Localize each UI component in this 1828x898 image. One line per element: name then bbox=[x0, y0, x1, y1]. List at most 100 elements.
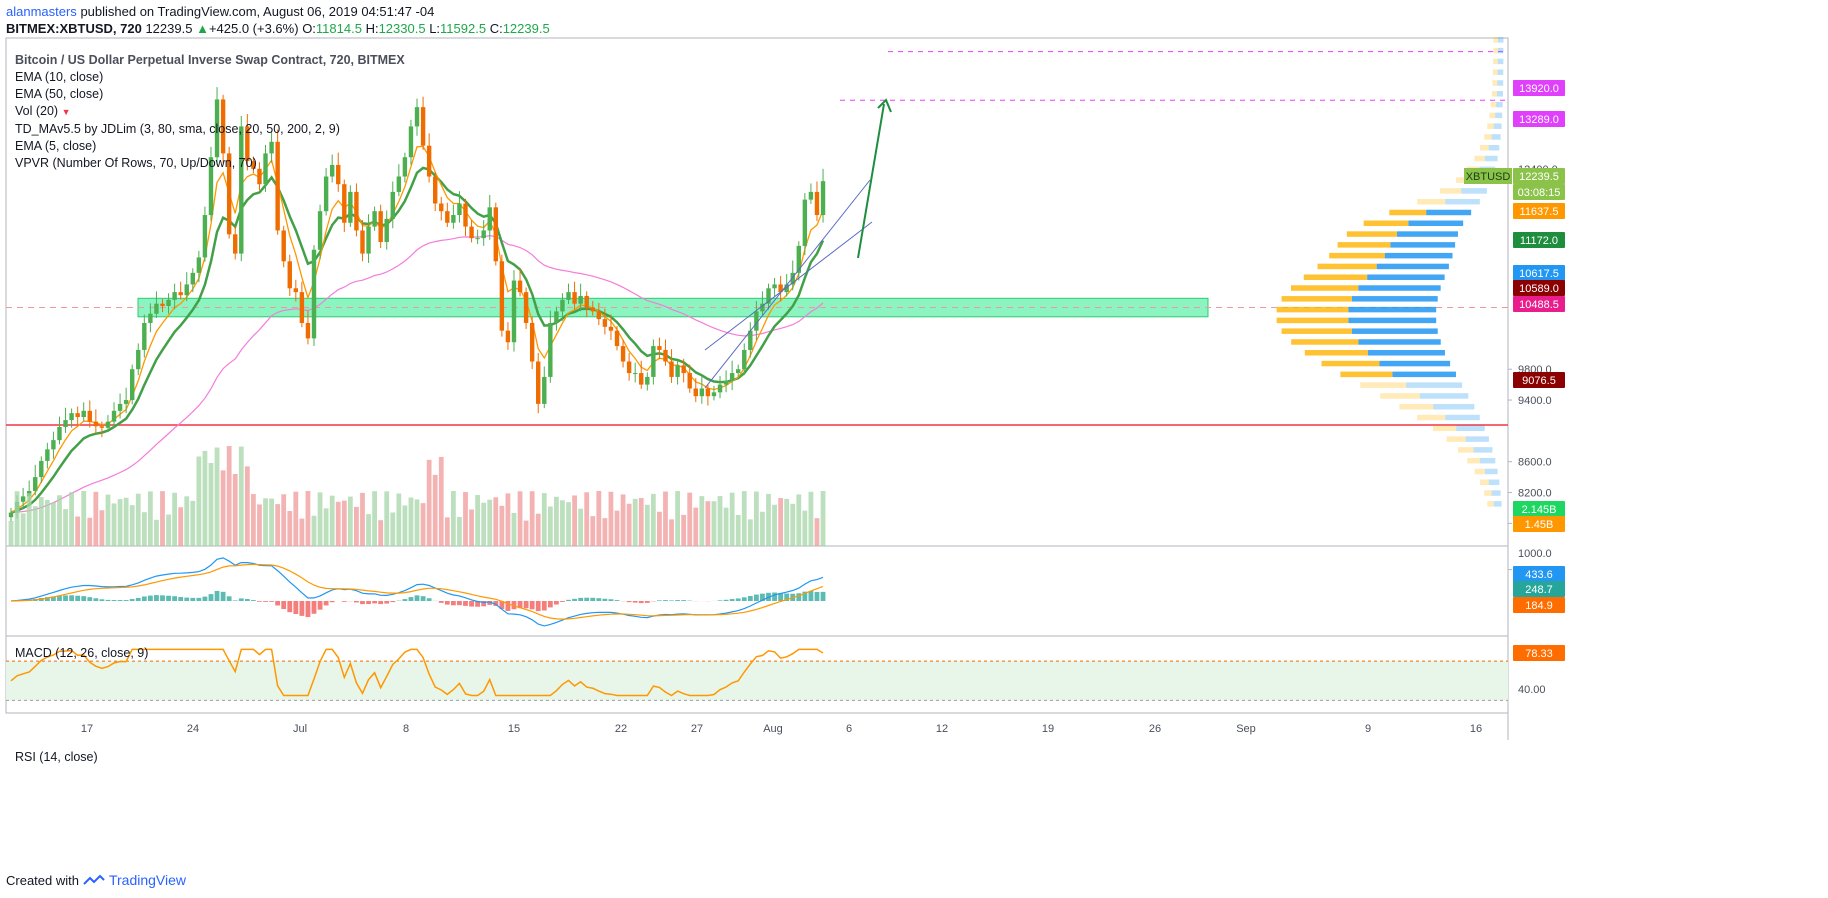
volume-bar bbox=[541, 493, 547, 546]
legend-ema50[interactable]: EMA (50, close) bbox=[15, 87, 104, 101]
volume-bar bbox=[505, 493, 511, 546]
macd-hist-bar bbox=[541, 601, 547, 611]
published-text: published on TradingView.com, August 06,… bbox=[80, 4, 435, 19]
candle-body bbox=[166, 299, 171, 307]
candle-body bbox=[251, 161, 256, 169]
volume-bar bbox=[444, 517, 450, 546]
vpvr-profile bbox=[1276, 37, 1504, 507]
candle-body bbox=[596, 311, 602, 320]
vpvr-bar-up bbox=[1392, 371, 1456, 378]
candle-body bbox=[384, 218, 389, 243]
candle-body bbox=[578, 295, 583, 304]
volume-bar bbox=[481, 502, 487, 546]
macd-hist-bar bbox=[275, 601, 281, 606]
volume-bar bbox=[135, 493, 141, 546]
candle-body bbox=[160, 303, 165, 307]
volume-bar bbox=[51, 502, 56, 546]
volume-bar bbox=[584, 492, 590, 546]
volume-bar bbox=[329, 495, 335, 546]
legend-vol[interactable]: Vol (20) bbox=[15, 104, 59, 118]
collapse-arrow-icon[interactable]: ▼ bbox=[61, 107, 71, 117]
volume-bar bbox=[475, 495, 481, 546]
volume-bar bbox=[499, 505, 505, 546]
volume-bar bbox=[275, 504, 281, 546]
legend-vpvr[interactable]: VPVR (Number Of Rows, 70, Up/Down, 70) bbox=[15, 156, 257, 170]
candle-body bbox=[257, 168, 262, 185]
rsi-value-label-bg bbox=[1513, 645, 1565, 661]
macd-hist-bar bbox=[329, 601, 335, 603]
footer: Created with TradingView bbox=[6, 872, 186, 888]
vpvr-bar-up bbox=[1348, 317, 1437, 324]
volume-bar bbox=[814, 518, 820, 546]
ema50-line bbox=[10, 234, 824, 514]
vpvr-bar-down bbox=[1493, 37, 1498, 43]
h-value: 12330.5 bbox=[378, 21, 426, 36]
macd-hist-bar bbox=[517, 601, 523, 609]
vpvr-bar-down bbox=[1489, 112, 1496, 119]
macd-hist-bar bbox=[75, 595, 81, 601]
candle-body bbox=[639, 373, 644, 385]
volume-bar bbox=[450, 491, 456, 546]
ema10-line bbox=[10, 166, 825, 514]
volume-bar bbox=[360, 492, 365, 546]
rsi-label[interactable]: RSI (14, close) bbox=[15, 750, 98, 764]
macd-hist-bar bbox=[493, 601, 499, 606]
macd-hist-bar bbox=[172, 596, 178, 601]
price-label-bg bbox=[1513, 372, 1565, 388]
candle-body bbox=[57, 427, 62, 441]
price-label-bg bbox=[1513, 80, 1565, 96]
volume-bar bbox=[523, 520, 529, 546]
macd-hist-bar bbox=[354, 601, 359, 603]
candle-body bbox=[33, 477, 38, 491]
price-label-bg bbox=[1513, 111, 1565, 127]
x-tick-label: 19 bbox=[1042, 723, 1054, 735]
candle-body bbox=[445, 211, 450, 223]
macd-hist-bar bbox=[123, 600, 129, 601]
candle-body bbox=[693, 388, 698, 397]
macd-hist-bar bbox=[269, 601, 274, 602]
tradingview-brand[interactable]: TradingView bbox=[108, 872, 187, 888]
candle-body bbox=[378, 211, 383, 243]
candle-body bbox=[711, 392, 717, 397]
volume-bar bbox=[438, 456, 444, 546]
macd-hist-bar bbox=[772, 592, 777, 601]
volume-bar bbox=[63, 509, 68, 546]
volume-bar bbox=[778, 498, 784, 546]
price-label: 10488.5 bbox=[1519, 299, 1559, 311]
candle-body bbox=[669, 361, 674, 377]
l-value: 11592.5 bbox=[440, 21, 487, 36]
macd-hist-bar bbox=[51, 596, 56, 601]
macd-label[interactable]: MACD (12, 26, close, 9) bbox=[15, 646, 149, 660]
legend-ema10[interactable]: EMA (10, close) bbox=[15, 70, 104, 84]
volume-bar bbox=[287, 511, 293, 546]
vpvr-bar-up bbox=[1488, 479, 1500, 486]
candle-body bbox=[311, 249, 317, 339]
candle-body bbox=[69, 413, 74, 421]
macd-hist-bar bbox=[663, 600, 668, 601]
volume-bar bbox=[32, 506, 38, 546]
vpvr-bar-up bbox=[1384, 252, 1453, 259]
volume-bar bbox=[566, 502, 571, 546]
candle-body bbox=[354, 191, 359, 231]
candle-body bbox=[820, 181, 826, 216]
author-link[interactable]: alanmasters bbox=[6, 4, 77, 19]
legend-ema5[interactable]: EMA (5, close) bbox=[15, 139, 97, 153]
volume-bar bbox=[172, 492, 178, 546]
candle-body bbox=[620, 346, 626, 362]
macd-hist-bar bbox=[681, 600, 687, 601]
macd-hist-bar bbox=[560, 601, 565, 602]
vpvr-bar-down bbox=[1337, 242, 1391, 248]
candle-body bbox=[614, 330, 620, 347]
price-label: 9076.5 bbox=[1522, 375, 1556, 387]
macd-value-label-bg bbox=[1513, 566, 1565, 582]
vpvr-bar-up bbox=[1484, 468, 1498, 475]
volume-bar bbox=[741, 491, 747, 546]
macd-hist-bar bbox=[99, 599, 105, 601]
candle-body bbox=[329, 164, 335, 177]
macd-hist-bar bbox=[402, 599, 408, 601]
macd-hist-bar bbox=[717, 600, 723, 601]
rsi-band bbox=[6, 661, 1508, 701]
volume-bar bbox=[711, 501, 717, 546]
legend-tdma[interactable]: TD_MAv5.5 by JDLim (3, 80, sma, close, 2… bbox=[15, 122, 340, 136]
